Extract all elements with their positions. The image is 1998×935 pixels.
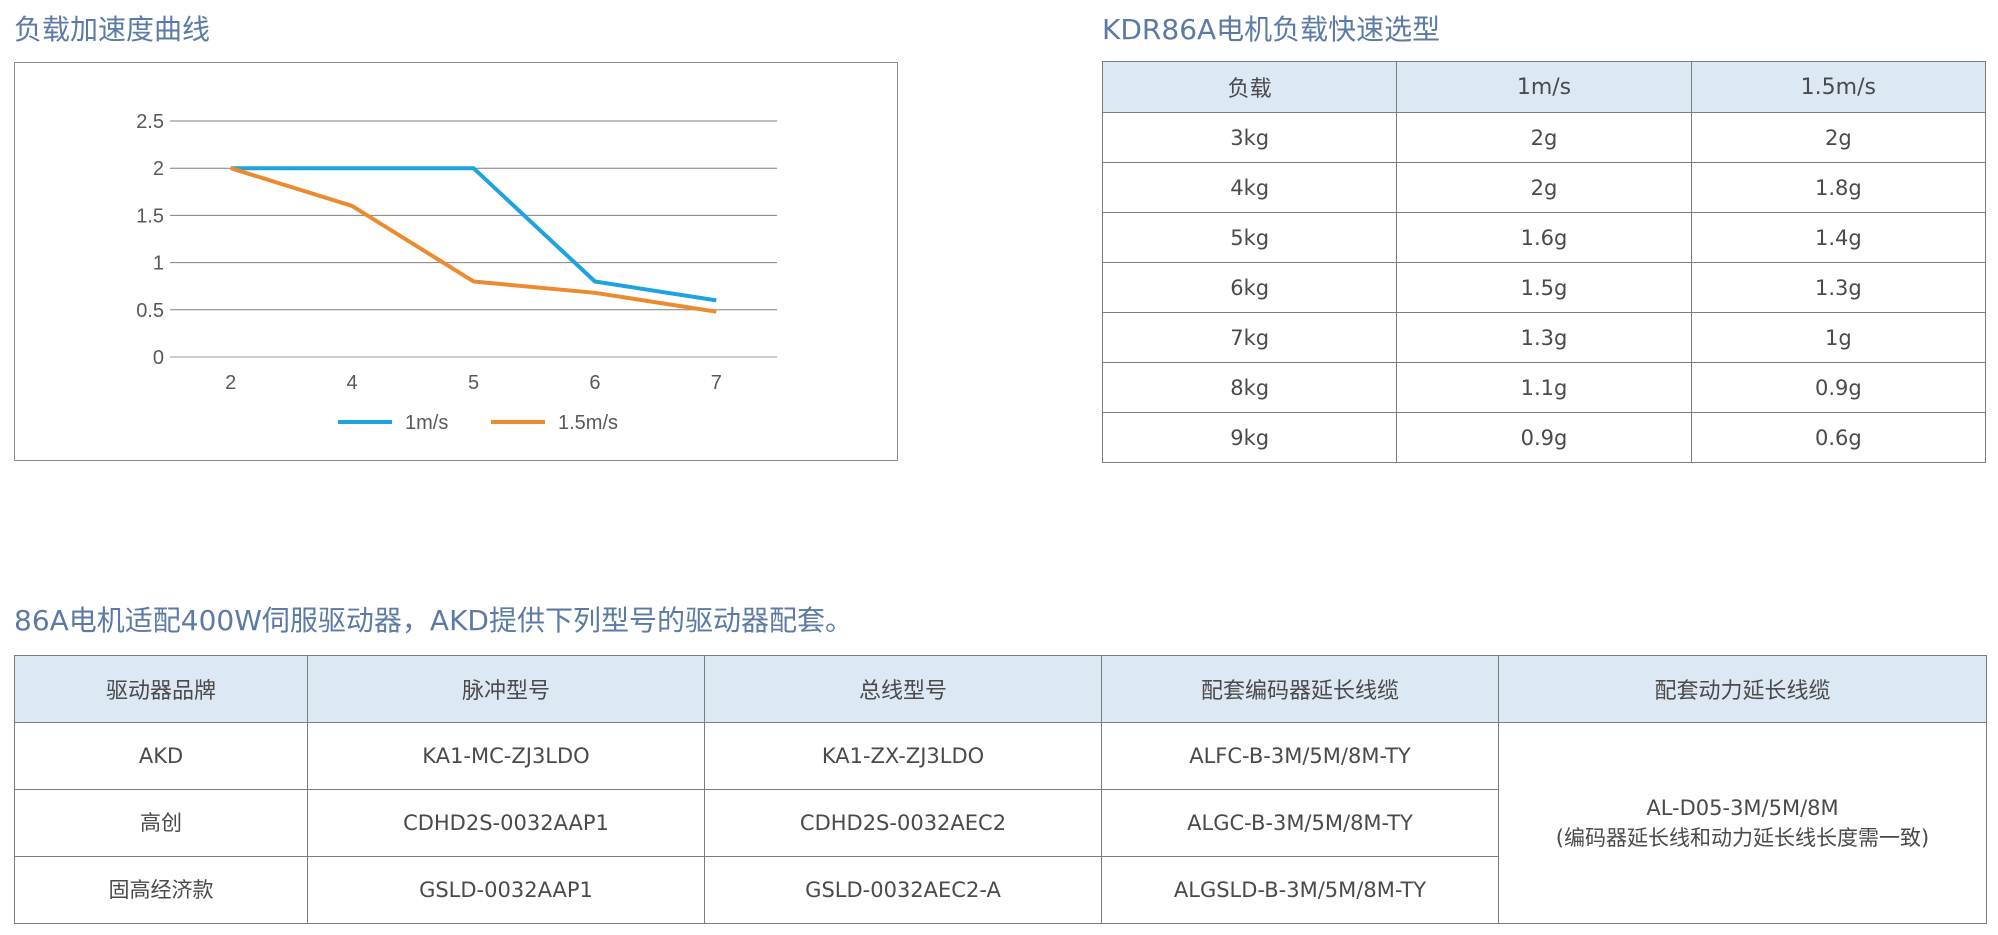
power-cable-note: (编码器延长线和动力延长线长度需一致) — [1555, 826, 1930, 850]
selection-table-heading: KDR86A电机负载快速选型 — [1102, 13, 1441, 46]
table-row: 7kg 1.3g 1g — [1101, 312, 1987, 363]
acceleration-chart: 0 0.5 1 1.5 2 2.5 2 4 5 6 7 1m/s 1.5m/s — [14, 62, 898, 461]
chart-heading: 负载加速度曲线 — [14, 13, 211, 46]
table-cell: CDHD2S-0032AAP1 — [307, 789, 705, 857]
table-cell: KA1-MC-ZJ3LDO — [307, 722, 705, 790]
table-cell: CDHD2S-0032AEC2 — [704, 789, 1102, 857]
y-tick-label: 0.5 — [136, 300, 164, 322]
column-header: 驱动器品牌 — [14, 655, 308, 723]
table-cell: 9kg — [1101, 412, 1398, 463]
table-cell: 1.3g — [1396, 312, 1692, 363]
driver-compat-table: 驱动器品牌 脉冲型号 总线型号 配套编码器延长线缆 配套动力延长线缆 AKD KA1-MC… — [14, 655, 1987, 924]
table-row: 3kg 2g 2g — [1101, 112, 1987, 163]
table-cell: 1g — [1690, 312, 1987, 363]
table-cell: 2g — [1690, 112, 1987, 163]
column-header: 1.5m/s — [1690, 61, 1987, 113]
table-row: 高创 CDHD2S-0032AAP1 CDHD2S-0032AEC2 ALGC-B-3… — [14, 789, 1987, 857]
x-tick-label: 2 — [225, 372, 236, 394]
table-cell: 4kg — [1101, 162, 1398, 213]
column-header: 脉冲型号 — [307, 655, 705, 723]
y-tick-label: 0 — [153, 347, 164, 369]
table-cell: GSLD-0032AAP1 — [307, 856, 705, 924]
legend-label: 1.5m/s — [558, 412, 618, 434]
x-tick-label: 4 — [347, 372, 358, 394]
x-tick-label: 6 — [589, 372, 600, 394]
table-cell: 0.9g — [1690, 362, 1987, 413]
table-cell: GSLD-0032AEC2-A — [704, 856, 1102, 924]
series-line-1 — [230, 166, 717, 303]
table-row: 固高经济款 GSLD-0032AAP1 GSLD-0032AEC2-A ALGSLD-… — [14, 856, 1987, 924]
table-cell: 0.9g — [1396, 412, 1692, 463]
column-header: 配套动力延长线缆 — [1498, 655, 1987, 723]
table-row: 5kg 1.6g 1.4g — [1101, 212, 1987, 263]
power-cable-model: AL-D05-3M/5M/8M — [1646, 795, 1839, 820]
table-cell: 5kg — [1101, 212, 1398, 263]
table-header-row: 负载 1m/s 1.5m/s — [1101, 61, 1987, 113]
column-header: 1m/s — [1396, 61, 1692, 113]
table-row: AKD KA1-MC-ZJ3LDO KA1-ZX-ZJ3LDO ALFC-B-3M/5… — [14, 722, 1987, 924]
x-tick-label: 5 — [468, 372, 479, 394]
column-header: 总线型号 — [704, 655, 1102, 723]
table-cell: 1.1g — [1396, 362, 1692, 413]
table-row: 8kg 1.1g 0.9g — [1101, 362, 1987, 413]
table-row: 9kg 0.9g 0.6g — [1101, 412, 1987, 463]
y-tick-label: 1.5 — [136, 205, 164, 227]
table-row: 6kg 1.5g 1.3g — [1101, 262, 1987, 313]
table-cell: ALGC-B-3M/5M/8M-TY — [1101, 789, 1499, 857]
table-cell: 1.6g — [1396, 212, 1692, 263]
table-cell: 1.3g — [1690, 262, 1987, 313]
table-cell: 3kg — [1101, 112, 1398, 163]
table-cell: 7kg — [1101, 312, 1398, 363]
y-tick-label: 2 — [153, 158, 164, 180]
table-cell: AKD — [14, 722, 308, 790]
table-cell: 固高经济款 — [14, 856, 308, 924]
column-header: 负载 — [1101, 61, 1398, 113]
y-tick-label: 1 — [153, 253, 164, 275]
table-cell: 2g — [1396, 162, 1692, 213]
legend-label: 1m/s — [405, 412, 448, 434]
table-cell: ALFC-B-3M/5M/8M-TY — [1101, 722, 1499, 790]
table-cell: 8kg — [1101, 362, 1398, 413]
y-tick-label: 2.5 — [136, 111, 164, 133]
table-cell: 0.6g — [1690, 412, 1987, 463]
table-cell: 高创 — [14, 789, 308, 857]
power-cable-cell: AL-D05-3M/5M/8M (编码器延长线和动力延长线长度需一致) — [1498, 722, 1987, 924]
table-cell: ALGSLD-B-3M/5M/8M-TY — [1101, 856, 1499, 924]
column-header: 配套编码器延长线缆 — [1101, 655, 1499, 723]
table-header-row: 驱动器品牌 脉冲型号 总线型号 配套编码器延长线缆 配套动力延长线缆 — [14, 655, 1987, 723]
table-row: 4kg 2g 1.8g — [1101, 162, 1987, 213]
table-cell: KA1-ZX-ZJ3LDO — [704, 722, 1102, 790]
x-tick-label: 7 — [711, 372, 722, 394]
table-cell: 6kg — [1101, 262, 1398, 313]
load-selection-table: 负载 1m/s 1.5m/s 3kg 2g 2g 4kg 2g 1.8g 5kg 1.6g 1.4g… — [1101, 61, 1987, 463]
table-cell: 2g — [1396, 112, 1692, 163]
table-cell: 1.4g — [1690, 212, 1987, 263]
table-cell: 1.5g — [1396, 262, 1692, 313]
table-cell: 1.8g — [1690, 162, 1987, 213]
series-line-2 — [230, 166, 717, 314]
drivers-heading: 86A电机适配400W伺服驱动器，AKD提供下列型号的驱动器配套。 — [14, 604, 853, 637]
